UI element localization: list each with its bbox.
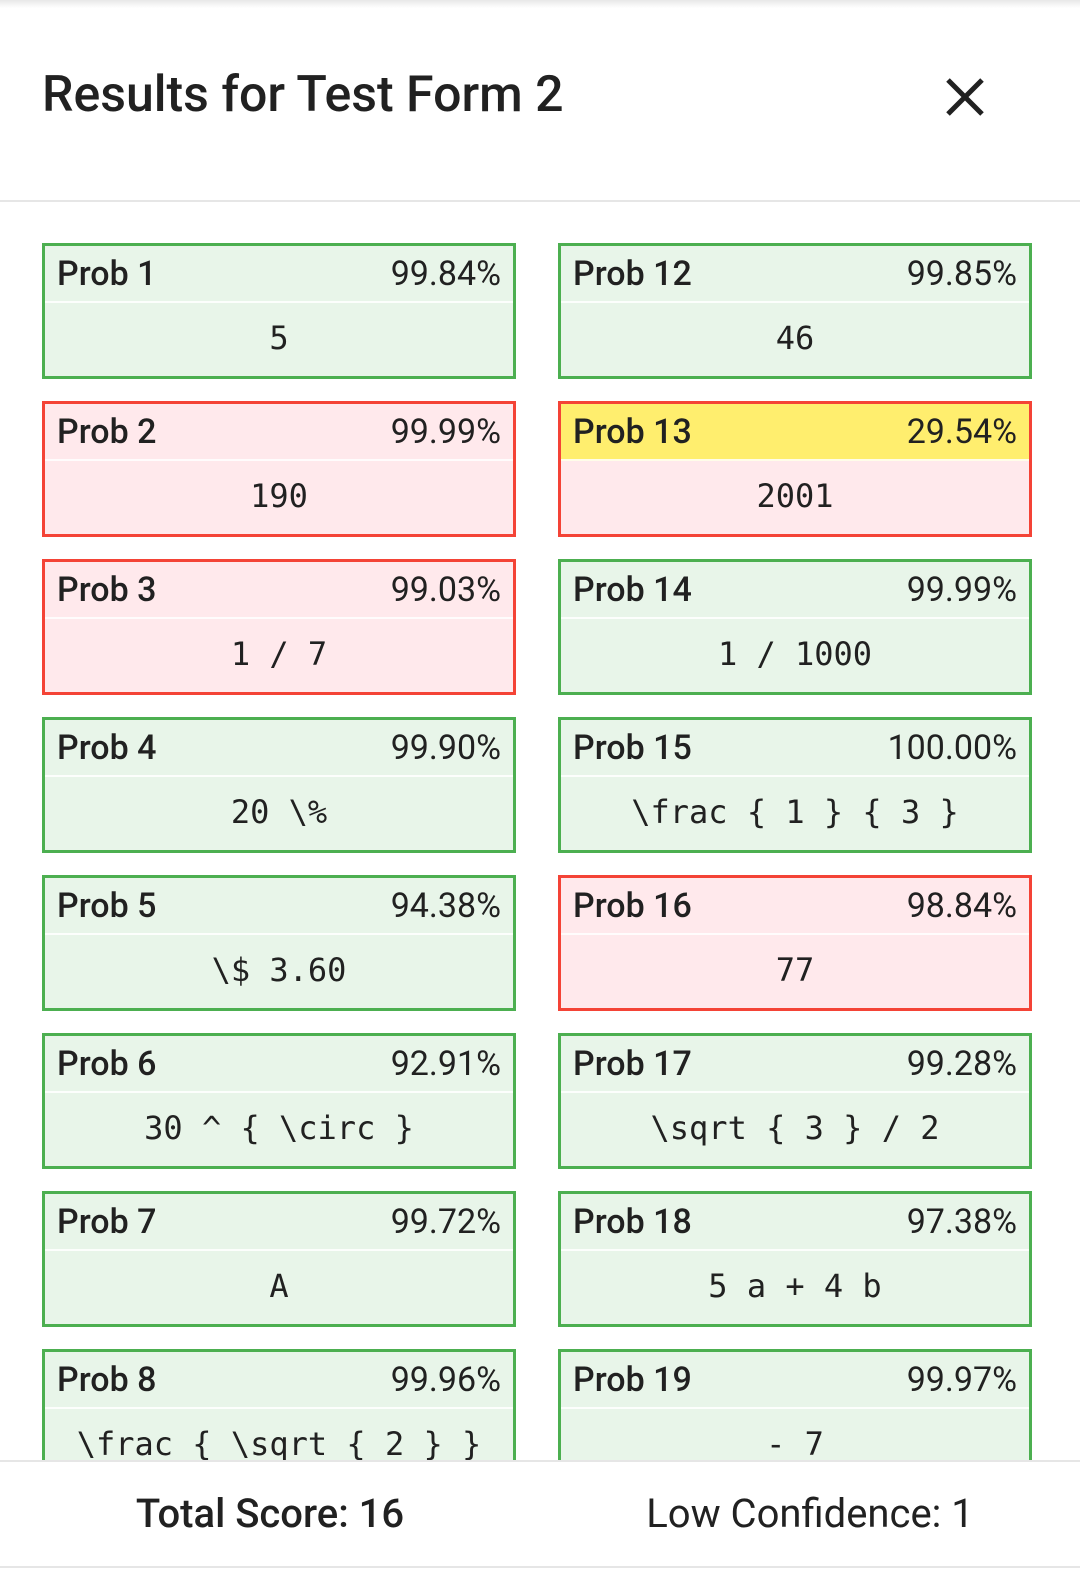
answer: \sqrt { 3 } / 2	[650, 1109, 940, 1147]
answer: - 7	[766, 1425, 824, 1460]
card-header: Prob 5 94.38%	[45, 878, 513, 935]
problem-label: Prob 16	[573, 885, 692, 926]
confidence: 98.84%	[906, 885, 1017, 926]
problem-label: Prob 7	[57, 1201, 157, 1242]
problem-label: Prob 8	[57, 1359, 157, 1400]
problem-label: Prob 4	[57, 727, 157, 768]
total-score: Total Score: 16	[135, 1490, 405, 1537]
dialog-title: Results for Test Form 2	[42, 66, 564, 124]
problem-card[interactable]: Prob 3 99.03% 1 / 7	[42, 559, 516, 695]
problem-card[interactable]: Prob 5 94.38% \$ 3.60	[42, 875, 516, 1011]
card-header: Prob 16 98.84%	[561, 878, 1029, 935]
problem-card[interactable]: Prob 17 99.28% \sqrt { 3 } / 2	[558, 1033, 1032, 1169]
problem-card[interactable]: Prob 6 92.91% 30 ^ { \circ }	[42, 1033, 516, 1169]
card-header: Prob 7 99.72%	[45, 1194, 513, 1251]
confidence: 100.00%	[887, 727, 1017, 768]
problem-label: Prob 18	[573, 1201, 692, 1242]
problem-card[interactable]: Prob 1 99.84% 5	[42, 243, 516, 379]
problem-label: Prob 5	[57, 885, 157, 926]
card-header: Prob 12 99.85%	[561, 246, 1029, 303]
answer: A	[269, 1267, 289, 1305]
answer: \$ 3.60	[211, 951, 347, 989]
answer: 1 / 1000	[717, 635, 873, 673]
confidence: 99.03%	[390, 569, 501, 610]
card-header: Prob 17 99.28%	[561, 1036, 1029, 1093]
confidence: 99.28%	[906, 1043, 1017, 1084]
card-header: Prob 8 99.96%	[45, 1352, 513, 1409]
card-header: Prob 19 99.97%	[561, 1352, 1029, 1409]
problem-label: Prob 3	[57, 569, 157, 610]
problem-label: Prob 1	[57, 253, 157, 294]
results-list: Prob 1 99.84% 5 Prob 2 99.99% 190 Prob 3 99.03%…	[0, 202, 1080, 1460]
card-header: Prob 4 99.90%	[45, 720, 513, 777]
confidence: 99.84%	[390, 253, 501, 294]
right-column: Prob 12 99.85% 46 Prob 13 29.54% 2001 Prob 14 9…	[558, 243, 1032, 1460]
problem-card[interactable]: Prob 18 97.38% 5 a + 4 b	[558, 1191, 1032, 1327]
problem-card[interactable]: Prob 12 99.85% 46	[558, 243, 1032, 379]
answer: 77	[775, 951, 815, 989]
card-header: Prob 3 99.03%	[45, 562, 513, 619]
problem-card[interactable]: Prob 4 99.90% 20 \%	[42, 717, 516, 853]
close-button[interactable]	[940, 72, 990, 122]
footer: Total Score: 16 Low Confidence: 1	[0, 1460, 1080, 1568]
problem-card[interactable]: Prob 13 29.54% 2001	[558, 401, 1032, 537]
dialog-header: Results for Test Form 2	[0, 0, 1080, 202]
answer: \frac { \sqrt { 2 } } { 2 }	[76, 1425, 482, 1460]
confidence: 99.97%	[906, 1359, 1017, 1400]
left-column: Prob 1 99.84% 5 Prob 2 99.99% 190 Prob 3 99.03%…	[42, 243, 516, 1460]
confidence: 99.99%	[390, 411, 501, 452]
card-header: Prob 2 99.99%	[45, 404, 513, 461]
problem-label: Prob 13	[573, 411, 692, 452]
confidence: 97.38%	[906, 1201, 1017, 1242]
card-header: Prob 18 97.38%	[561, 1194, 1029, 1251]
problem-label: Prob 6	[57, 1043, 157, 1084]
answer: 46	[775, 319, 815, 357]
problem-card[interactable]: Prob 2 99.99% 190	[42, 401, 516, 537]
confidence: 99.99%	[906, 569, 1017, 610]
problem-label: Prob 2	[57, 411, 157, 452]
card-header: Prob 13 29.54%	[561, 404, 1029, 461]
confidence: 99.90%	[390, 727, 501, 768]
problem-card[interactable]: Prob 16 98.84% 77	[558, 875, 1032, 1011]
problem-card[interactable]: Prob 8 99.96% \frac { \sqrt { 2 } } { 2 }	[42, 1349, 516, 1460]
problem-label: Prob 17	[573, 1043, 692, 1084]
confidence: 99.72%	[390, 1201, 501, 1242]
problem-card[interactable]: Prob 15 100.00% \frac { 1 } { 3 }	[558, 717, 1032, 853]
card-header: Prob 14 99.99%	[561, 562, 1029, 619]
answer: 1 / 7	[230, 635, 328, 673]
answer: 5	[269, 319, 289, 357]
confidence: 99.85%	[906, 253, 1017, 294]
answer: 2001	[756, 477, 834, 515]
problem-card[interactable]: Prob 14 99.99% 1 / 1000	[558, 559, 1032, 695]
problem-label: Prob 15	[573, 727, 692, 768]
answer: \frac { 1 } { 3 }	[631, 793, 959, 831]
confidence: 99.96%	[390, 1359, 501, 1400]
problem-label: Prob 12	[573, 253, 692, 294]
answer: 190	[250, 477, 308, 515]
card-header: Prob 15 100.00%	[561, 720, 1029, 777]
confidence: 92.91%	[390, 1043, 501, 1084]
problem-label: Prob 14	[573, 569, 692, 610]
card-header: Prob 6 92.91%	[45, 1036, 513, 1093]
confidence: 94.38%	[390, 885, 501, 926]
confidence: 29.54%	[906, 411, 1017, 452]
answer: 20 \%	[230, 793, 328, 831]
card-header: Prob 1 99.84%	[45, 246, 513, 303]
problem-card[interactable]: Prob 19 99.97% - 7	[558, 1349, 1032, 1460]
answer: 5 a + 4 b	[708, 1267, 882, 1305]
low-confidence-count: Low Confidence: 1	[646, 1490, 974, 1537]
shadow	[0, 0, 1080, 8]
answer: 30 ^ { \circ }	[144, 1109, 414, 1147]
problem-label: Prob 19	[573, 1359, 692, 1400]
problem-card[interactable]: Prob 7 99.72% A	[42, 1191, 516, 1327]
